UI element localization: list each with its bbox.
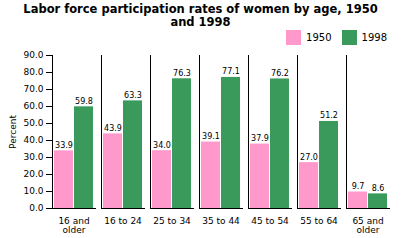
svg-text:16 to 24: 16 to 24 xyxy=(104,216,142,226)
svg-text:8.6: 8.6 xyxy=(372,184,385,193)
svg-text:25 to 34: 25 to 34 xyxy=(153,216,191,226)
svg-text:43.9: 43.9 xyxy=(104,124,122,133)
svg-text:76.2: 76.2 xyxy=(271,69,289,78)
svg-text:9.7: 9.7 xyxy=(352,182,365,191)
svg-text:45 to 54: 45 to 54 xyxy=(251,216,289,226)
svg-text:33.9: 33.9 xyxy=(55,141,73,150)
svg-text:65 andolder: 65 andolder xyxy=(352,216,383,235)
svg-text:76.3: 76.3 xyxy=(173,69,191,78)
svg-text:59.8: 59.8 xyxy=(75,97,93,106)
svg-text:35 to 44: 35 to 44 xyxy=(202,216,240,226)
svg-text:10.0: 10.0 xyxy=(23,187,43,197)
svg-text:16 andolder: 16 andolder xyxy=(58,216,89,235)
html-text:1950: 1950 xyxy=(306,32,332,44)
html-text:1998: 1998 xyxy=(361,32,387,44)
svg-text:90.0: 90.0 xyxy=(23,51,43,61)
svg-text:80.0: 80.0 xyxy=(23,68,43,78)
svg-text:Percent: Percent xyxy=(8,115,18,149)
svg-text:34.0: 34.0 xyxy=(153,141,171,150)
svg-text:77.1: 77.1 xyxy=(222,68,240,77)
svg-text:0.0: 0.0 xyxy=(29,204,44,214)
svg-text:55 to 64: 55 to 64 xyxy=(300,216,338,226)
svg-text:30.0: 30.0 xyxy=(23,153,43,163)
svg-text:27.0: 27.0 xyxy=(300,153,318,162)
svg-text:37.9: 37.9 xyxy=(251,135,269,144)
svg-text:60.0: 60.0 xyxy=(23,102,43,112)
svg-text:63.3: 63.3 xyxy=(124,91,142,100)
svg-text:70.0: 70.0 xyxy=(23,85,43,95)
svg-text:40.0: 40.0 xyxy=(23,136,43,146)
html-text:Labor force participation rate: Labor force participation rates of women… xyxy=(23,2,378,30)
svg-text:39.1: 39.1 xyxy=(202,132,220,141)
svg-text:50.0: 50.0 xyxy=(23,119,43,129)
svg-text:51.2: 51.2 xyxy=(320,112,338,121)
svg-text:20.0: 20.0 xyxy=(23,170,43,180)
